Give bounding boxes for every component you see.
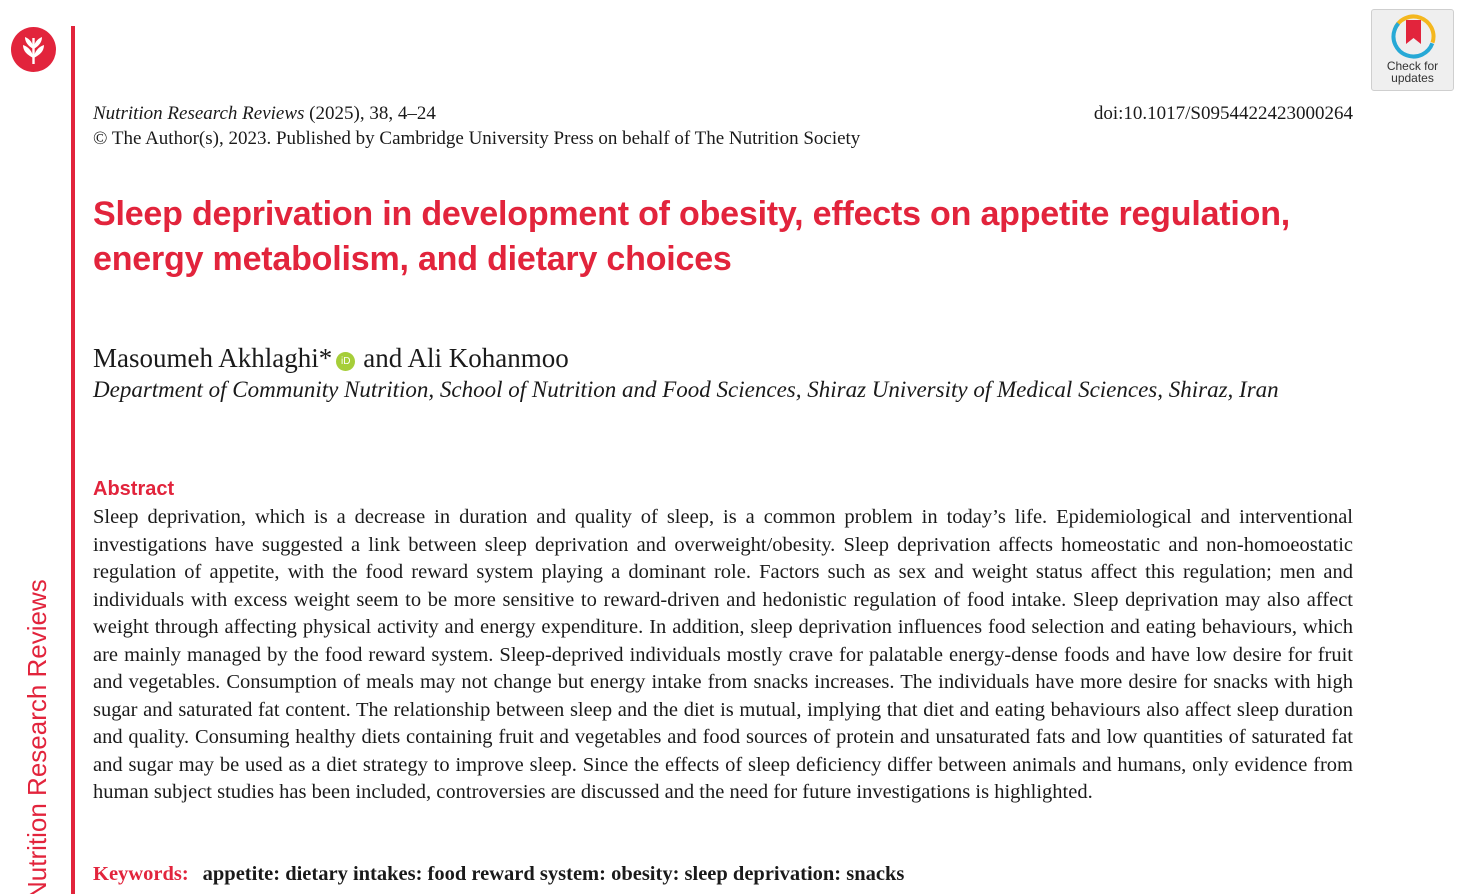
check-for-updates-button[interactable]: Check for updates (1371, 9, 1454, 91)
keywords-label: Keywords: (93, 863, 189, 885)
journal-name: Nutrition Research Reviews (93, 103, 305, 124)
sidebar-journal-name: Nutrition Research Reviews (22, 579, 52, 894)
left-accent-rule (71, 26, 75, 894)
copyright-line: © The Author(s), 2023. Published by Camb… (93, 128, 861, 149)
crossmark-icon (1391, 14, 1436, 59)
doi-link[interactable]: doi:10.1017/S0954422423000264 (1093, 103, 1353, 124)
orcid-icon[interactable]: iD (336, 352, 356, 371)
article-title: Sleep deprivation in development of obes… (93, 195, 1291, 278)
badge-line-1: Check for (1386, 59, 1439, 73)
keywords: Keywords: appetite: dietary intakes: food… (93, 861, 904, 888)
citation-header: Nutrition Research Reviews (2025), 38, 4… (93, 101, 1353, 151)
affiliation: Department of Community Nutrition, Schoo… (93, 377, 1279, 402)
keywords-list: appetite: dietary intakes: food reward s… (202, 863, 905, 885)
author-list: Masoumeh Akhlaghi* iD and Ali Kohanmoo (93, 342, 569, 374)
abstract-text: Sleep deprivation, which is a decrease i… (93, 506, 1353, 803)
author-name[interactable]: Masoumeh Akhlaghi* (93, 343, 333, 373)
nutrition-society-logo (11, 27, 56, 72)
author-name: and Ali Kohanmoo (363, 343, 569, 373)
citation-info: (2025), 38, 4–24 (304, 103, 436, 124)
badge-line-2: updates (1391, 71, 1434, 85)
abstract-heading: Abstract (93, 478, 175, 500)
